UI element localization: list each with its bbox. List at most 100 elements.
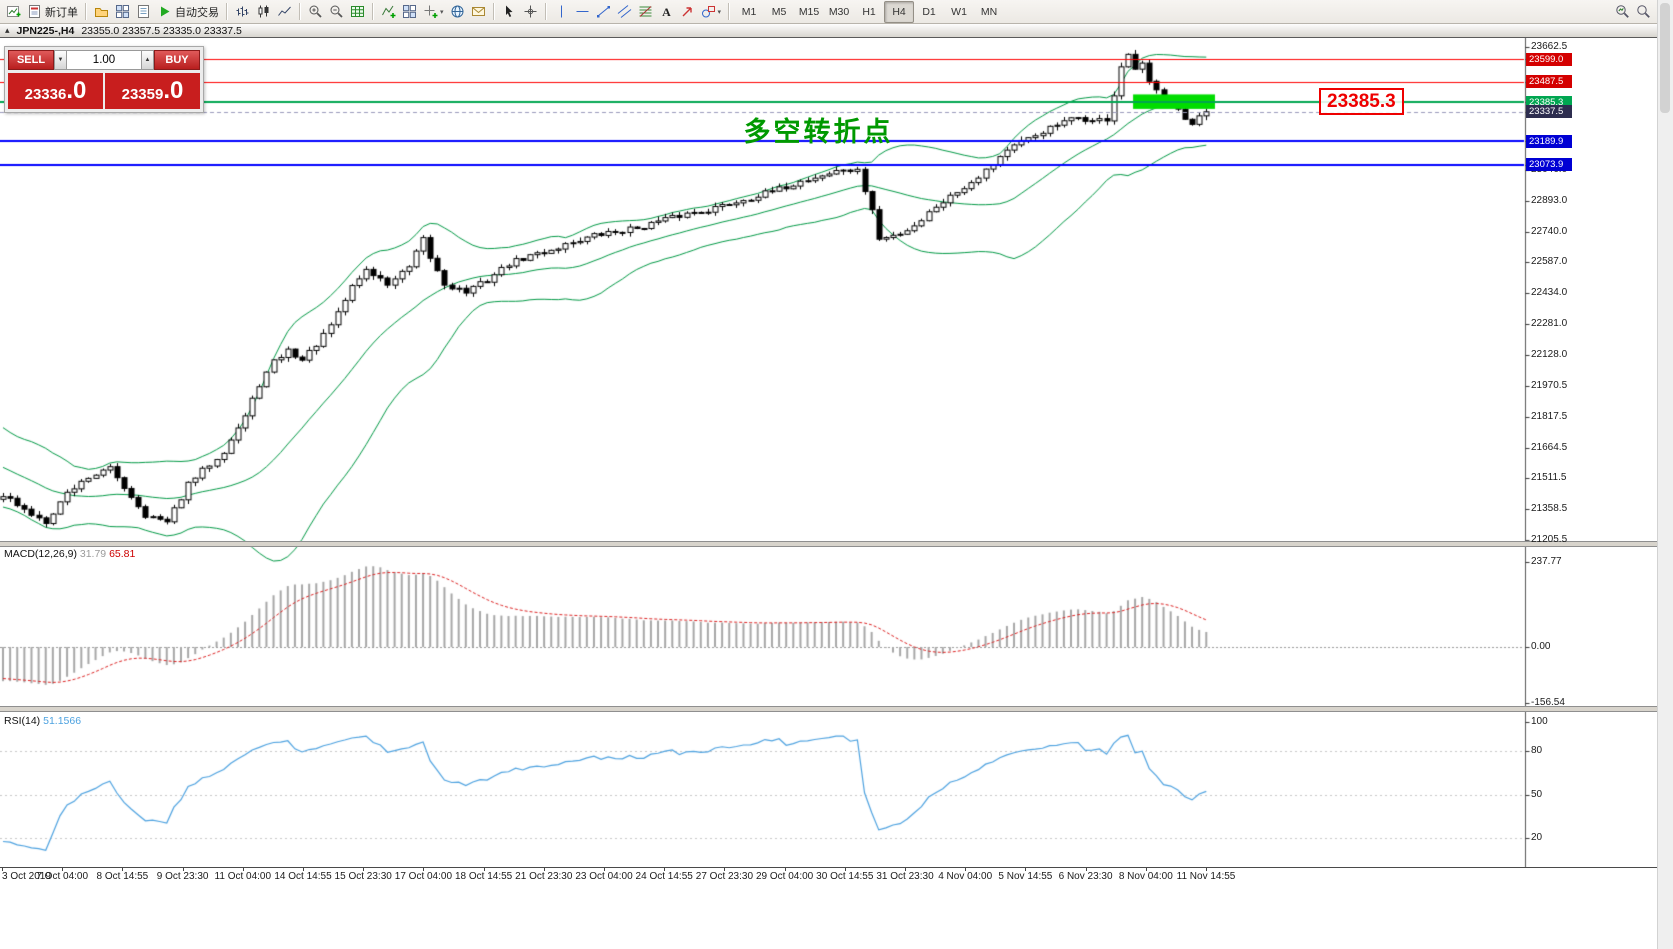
- data-window-icon: [136, 4, 151, 19]
- horizontal-line-icon: [575, 4, 590, 19]
- scrollbar-thumb[interactable]: [1660, 3, 1670, 113]
- autotrading-button[interactable]: 自动交易: [154, 2, 222, 22]
- mail-button[interactable]: [468, 2, 489, 22]
- time-tick: [1145, 868, 1147, 871]
- timeframe-w1-button[interactable]: W1: [951, 5, 967, 18]
- timeframe-m1-button[interactable]: M1: [741, 5, 757, 18]
- time-tick: [483, 868, 485, 871]
- time-tick: [2, 868, 3, 871]
- mail-icon: [471, 4, 486, 19]
- text-tool-button[interactable]: A: [656, 2, 677, 22]
- timeframe-m15-button[interactable]: M15: [798, 5, 820, 18]
- sell-price-main: 23336: [24, 86, 67, 103]
- buy-price-display[interactable]: 23359.0: [105, 73, 200, 109]
- indicators-button[interactable]: [378, 2, 399, 22]
- cursor-button[interactable]: [499, 2, 520, 22]
- new-order-icon: [27, 4, 42, 19]
- lot-increase-button[interactable]: ▲: [141, 50, 154, 70]
- timeframe-m30-button[interactable]: M30: [828, 5, 850, 18]
- trendline-button[interactable]: [593, 2, 614, 22]
- new-chart-icon: [6, 4, 21, 19]
- timeframe-h1-button[interactable]: H1: [862, 5, 876, 18]
- time-tick: [62, 868, 64, 871]
- add-indicator-icon: [423, 4, 438, 19]
- time-tick: [1206, 868, 1207, 871]
- lot-size-input[interactable]: [67, 50, 141, 70]
- vertical-line-button[interactable]: [551, 2, 572, 22]
- arrow-up-icon: ▲: [144, 57, 151, 63]
- sell-button[interactable]: SELL: [8, 50, 54, 70]
- timeframe-mn-button[interactable]: MN: [980, 5, 998, 18]
- vertical-line-icon: [554, 4, 569, 19]
- profiles-button[interactable]: [112, 2, 133, 22]
- crosshair-button[interactable]: [520, 2, 541, 22]
- chart-ohlc-values: 23355.0 23357.5 23335.0 23337.5: [81, 24, 242, 37]
- svg-text:A: A: [662, 5, 671, 19]
- toolbar: 新订单 自动交易 ▾ A ▾ M1 M5 M15 M30 H1 H4 D1 W1 MN: [0, 0, 1673, 24]
- text-tool-icon: A: [659, 4, 674, 19]
- chart-symbol-title: JPN225-,H4: [16, 24, 75, 37]
- zoom-out-button[interactable]: [326, 2, 347, 22]
- time-tick: [784, 868, 786, 871]
- time-tick: [724, 868, 726, 871]
- timeframe-d1-button[interactable]: D1: [922, 5, 936, 18]
- grid-button[interactable]: [347, 2, 368, 22]
- time-tick: [423, 868, 425, 871]
- lot-decrease-button[interactable]: ▼: [54, 50, 67, 70]
- arrows-tool-button[interactable]: [677, 2, 698, 22]
- tile-windows-icon: [402, 4, 417, 19]
- symbol-search-button[interactable]: [1612, 2, 1633, 22]
- time-tick: [1085, 868, 1087, 871]
- chart-canvas[interactable]: [0, 38, 1673, 868]
- pane-splitter-macd[interactable]: [0, 541, 1673, 547]
- vertical-scrollbar[interactable]: [1657, 0, 1673, 949]
- add-indicator-button[interactable]: ▾: [420, 2, 447, 22]
- dropdown-caret-icon: ▾: [717, 8, 722, 16]
- buy-button[interactable]: BUY: [154, 50, 200, 70]
- timeframe-m5-button[interactable]: M5: [771, 5, 787, 18]
- grid-icon: [350, 4, 365, 19]
- fibonacci-icon: [638, 4, 653, 19]
- channel-button[interactable]: [614, 2, 635, 22]
- line-chart-button[interactable]: [274, 2, 295, 22]
- time-tick: [965, 868, 967, 871]
- bar-chart-icon: [235, 4, 250, 19]
- pane-splitter-rsi[interactable]: [0, 706, 1673, 712]
- main-chart-pane[interactable]: [0, 38, 1524, 541]
- period-globe-button[interactable]: [447, 2, 468, 22]
- data-window-button[interactable]: [133, 2, 154, 22]
- toolbar-separator: [544, 3, 547, 20]
- time-tick: [664, 868, 666, 871]
- time-tick: [363, 868, 365, 871]
- charts-button[interactable]: [91, 2, 112, 22]
- search-icon: [1636, 4, 1651, 19]
- profiles-icon: [115, 4, 130, 19]
- globe-icon: [450, 4, 465, 19]
- shapes-button[interactable]: ▾: [698, 2, 725, 22]
- macd-pane[interactable]: [0, 547, 1524, 706]
- fibonacci-button[interactable]: [635, 2, 656, 22]
- price-axis[interactable]: [1525, 38, 1673, 868]
- time-tick: [905, 868, 906, 871]
- one-click-trading-panel: SELL ▼ ▲ BUY 23336.0 23359.0: [4, 46, 204, 113]
- line-chart-icon: [277, 4, 292, 19]
- sell-price-display[interactable]: 23336.0: [8, 73, 103, 109]
- horizontal-line-button[interactable]: [572, 2, 593, 22]
- toolbar-separator: [492, 3, 495, 20]
- new-chart-button[interactable]: [3, 2, 24, 22]
- rsi-pane[interactable]: [0, 712, 1524, 867]
- sell-price-frac: .0: [66, 77, 87, 104]
- bar-chart-button[interactable]: [232, 2, 253, 22]
- candlestick-chart-button[interactable]: [253, 2, 274, 22]
- chart-tab-icon: ▴: [5, 25, 10, 35]
- quick-search-button[interactable]: [1633, 2, 1654, 22]
- buy-price-frac: .0: [163, 77, 184, 104]
- zoom-in-button[interactable]: [305, 2, 326, 22]
- tile-windows-button[interactable]: [399, 2, 420, 22]
- toolbar-separator: [728, 3, 731, 20]
- timeframe-h4-button[interactable]: H4: [884, 0, 915, 23]
- time-axis[interactable]: [0, 867, 1673, 888]
- time-tick: [122, 868, 124, 871]
- dropdown-caret-icon: ▾: [440, 8, 444, 16]
- new-order-button[interactable]: 新订单: [24, 2, 81, 22]
